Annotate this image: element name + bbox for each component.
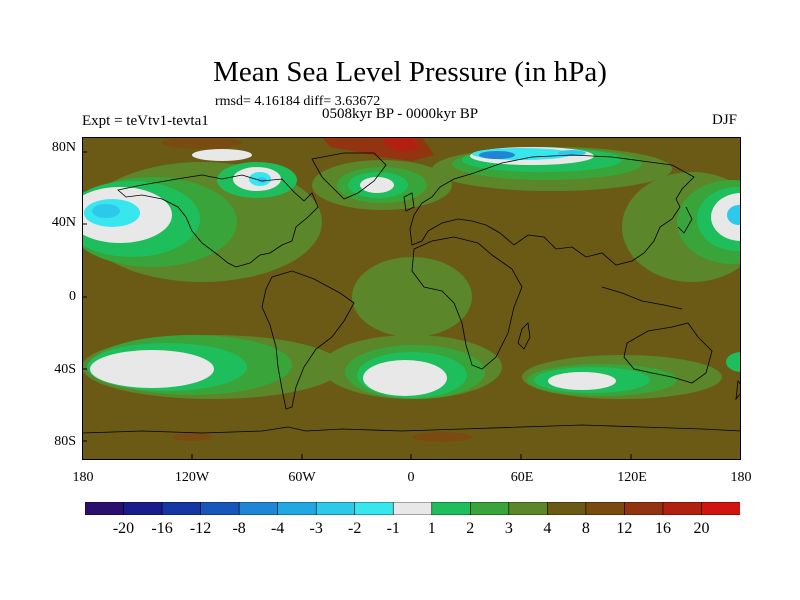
colorbar-swatch <box>161 502 202 515</box>
colorbar-label: -12 <box>189 520 212 537</box>
colorbar-label: -16 <box>151 520 173 537</box>
colorbar-label: 12 <box>616 520 633 537</box>
colorbar-swatch <box>701 502 740 515</box>
map-title: Mean Sea Level Pressure (in hPa) <box>213 56 607 88</box>
pressure-map <box>82 137 741 460</box>
coast-north-america <box>117 174 319 268</box>
neutral-south-indian <box>548 372 616 390</box>
lon-label-0: 0 <box>407 470 415 485</box>
coast-uk <box>403 192 415 212</box>
colorbar-label: 2 <box>466 520 475 537</box>
coastlines <box>82 152 741 434</box>
experiment-line: Expt = teVtv1-tevta1 <box>82 113 209 129</box>
stats-line: rmsd= 4.16184 diff= 3.63672 <box>215 94 381 109</box>
colorbar-swatch <box>508 502 548 515</box>
colorbar-label: -1 <box>386 520 400 537</box>
map-ticks <box>82 151 632 460</box>
colorbar-swatch <box>277 502 317 515</box>
lowpressure-siberia-east <box>558 150 586 156</box>
neutral-north-atlantic <box>360 177 394 193</box>
positive-regions <box>162 137 472 442</box>
colorbar-swatch <box>624 502 664 515</box>
colorbar-swatch <box>315 502 356 515</box>
colorbar-label: -4 <box>270 520 285 537</box>
neutral-arctic-north <box>192 149 252 161</box>
coast-madagascar <box>517 322 531 350</box>
colorbar-swatch <box>123 502 163 515</box>
colorbar-swatch <box>431 502 471 515</box>
coast-antarctica <box>82 424 741 434</box>
coast-eurasia <box>409 154 695 266</box>
olive-atlantic-tropic <box>352 257 472 337</box>
neutral-north-pacific-west <box>711 193 741 241</box>
coast-australia <box>623 322 713 384</box>
colorbar-label: -2 <box>348 520 362 537</box>
lowpressure-canadian-core <box>257 177 267 183</box>
negative-regions <box>84 148 741 227</box>
colorbar-swatch <box>585 502 626 515</box>
colorbar-label: -20 <box>112 520 135 537</box>
colorbar-label: 4 <box>543 520 552 537</box>
lowpressure-siberia-core <box>479 151 515 159</box>
lon-label-60e: 60E <box>510 470 534 485</box>
highpressure-arctic-canada <box>162 137 242 149</box>
colorbar-swatch <box>354 502 394 515</box>
coast-africa <box>411 236 523 370</box>
lat-label-40n: 40N <box>51 215 76 230</box>
colorbar-label: -3 <box>309 520 323 537</box>
colorbar-swatch <box>392 502 433 515</box>
highpressure-greenland-core <box>382 137 420 152</box>
lon-label-60w: 60W <box>288 470 316 485</box>
lat-label-80n: 80N <box>51 140 76 155</box>
coast-south-america <box>261 270 355 410</box>
lon-label-180w: 180 <box>72 470 94 485</box>
neutral-south-atlantic <box>363 360 447 396</box>
colorbar-label: 20 <box>693 520 710 537</box>
colorbar-swatch <box>200 502 240 515</box>
colorbar-swatch <box>85 502 125 515</box>
colorbar-label: 8 <box>581 520 590 537</box>
lon-label-180e: 180 <box>730 470 752 485</box>
neutral-south-pacific <box>90 350 214 388</box>
lon-label-120e: 120E <box>617 470 647 485</box>
colorbar-label: 3 <box>504 520 513 537</box>
coast-greenland <box>311 152 387 200</box>
lat-label-80s: 80S <box>54 434 76 449</box>
highpressure-antarctic <box>412 432 472 442</box>
lowpressure-west-pacific <box>727 205 741 225</box>
colorbar-swatch <box>238 502 279 515</box>
colorbar <box>85 502 740 515</box>
period-line: 0508kyr BP - 0000kyr BP <box>322 106 479 122</box>
lon-label-120w: 120W <box>174 470 210 485</box>
lat-label-0: 0 <box>69 289 76 304</box>
lowpressure-north-pacific-core <box>92 204 120 218</box>
bright-far-southwest-pacific <box>726 352 741 372</box>
highpressure-antarctic-west <box>172 433 212 441</box>
colorbar-swatch <box>547 502 587 515</box>
colorbar-label: 1 <box>427 520 436 537</box>
coast-japan <box>677 206 693 234</box>
colorbar-swatch <box>662 502 703 515</box>
colorbar-label: -8 <box>232 520 246 537</box>
coast-indonesia <box>601 286 683 310</box>
lat-label-40s: 40S <box>54 362 76 377</box>
season-label: DJF <box>712 112 738 128</box>
colorbar-swatch <box>469 502 510 515</box>
colorbar-label: 16 <box>654 520 671 537</box>
